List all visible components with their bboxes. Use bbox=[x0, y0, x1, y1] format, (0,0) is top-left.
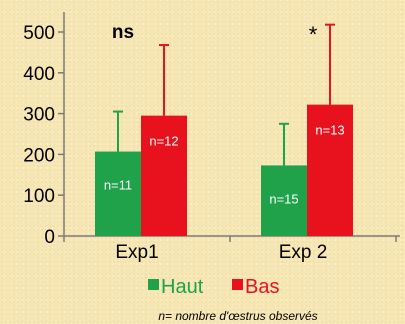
annotations: ns * bbox=[112, 22, 318, 47]
bar-n-label: n=11 bbox=[104, 178, 132, 193]
bar-n-label: n=13 bbox=[315, 123, 344, 138]
bars: n=11 n=12 n=15 n=13 bbox=[95, 23, 353, 237]
x-category-label: Exp1 bbox=[115, 242, 158, 263]
legend-label-bas: Bas bbox=[245, 276, 279, 298]
bar-n-label: n=12 bbox=[149, 134, 178, 149]
y-tick-label: 400 bbox=[23, 64, 55, 85]
x-category-label: Exp 2 bbox=[279, 242, 328, 263]
bar-haut-2 bbox=[261, 165, 307, 236]
bar-bas-2 bbox=[307, 104, 353, 237]
footnote: n= nombre d'œstrus observés bbox=[158, 309, 317, 323]
y-tick-label: 300 bbox=[23, 105, 55, 126]
y-tick-label: 0 bbox=[44, 227, 55, 248]
legend-swatch-haut bbox=[148, 279, 159, 290]
significance-label: * bbox=[309, 22, 318, 47]
bar-bas-1 bbox=[141, 115, 187, 236]
bar-haut-1 bbox=[95, 151, 141, 236]
bar-n-label: n=15 bbox=[269, 191, 298, 206]
y-tick-label: 500 bbox=[23, 23, 55, 44]
legend-swatch-bas bbox=[232, 279, 243, 290]
y-tick-label: 200 bbox=[23, 145, 55, 166]
significance-label: ns bbox=[112, 22, 134, 43]
y-tick-label: 100 bbox=[23, 186, 55, 207]
legend-label-haut: Haut bbox=[161, 276, 204, 298]
legend: Haut Bas bbox=[148, 276, 279, 298]
tick-labels: 0 100 200 300 400 500 Exp1 Exp 2 bbox=[23, 23, 327, 263]
